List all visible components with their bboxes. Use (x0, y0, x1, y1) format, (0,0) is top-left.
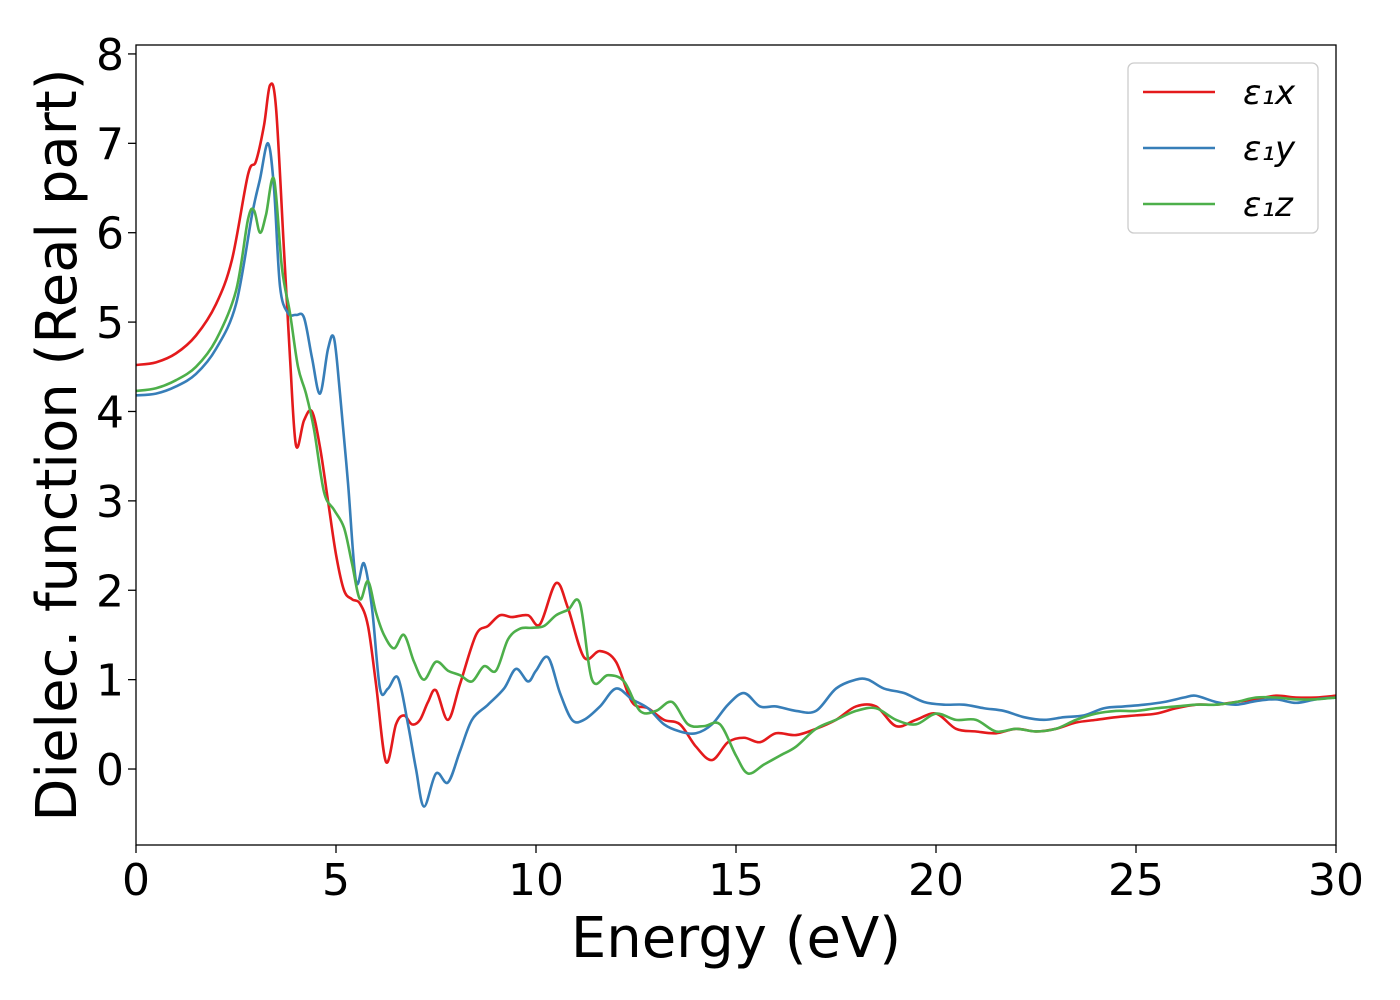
x-tick-label: 25 (1108, 855, 1164, 906)
series-377eb8-line (136, 142, 1336, 808)
x-tick-label: 20 (908, 855, 964, 906)
legend-label: ε₁x (1243, 73, 1296, 113)
x-tick-label: 0 (122, 855, 150, 906)
x-axis-title: Energy (eV) (571, 906, 901, 971)
y-tick-label: 4 (96, 387, 124, 438)
legend: ε₁x ε₁y ε₁z (1127, 62, 1319, 234)
x-axis: 0 5 10 15 20 25 30 (122, 845, 1364, 906)
y-tick-label: 5 (96, 298, 124, 349)
y-tick-label: 1 (96, 656, 124, 707)
y-tick-label: 2 (96, 566, 124, 617)
y-tick-label: 0 (96, 745, 124, 796)
legend-label: ε₁z (1243, 185, 1294, 225)
x-tick-label: 15 (708, 855, 764, 906)
legend-box (1127, 62, 1319, 234)
series-layer (136, 82, 1336, 808)
x-tick-label: 30 (1308, 855, 1364, 906)
legend-label: ε₁y (1243, 129, 1296, 169)
y-axis: 0 1 2 3 4 5 6 7 8 (96, 30, 136, 796)
y-tick-label: 3 (96, 477, 124, 528)
x-tick-label: 5 (322, 855, 350, 906)
y-tick-label: 8 (96, 30, 124, 81)
series-4daf4a-line (136, 176, 1336, 775)
y-tick-label: 7 (96, 119, 124, 170)
y-tick-label: 6 (96, 209, 124, 260)
x-tick-label: 10 (508, 855, 564, 906)
y-axis-title: Dielec. function (Real part) (25, 68, 90, 821)
